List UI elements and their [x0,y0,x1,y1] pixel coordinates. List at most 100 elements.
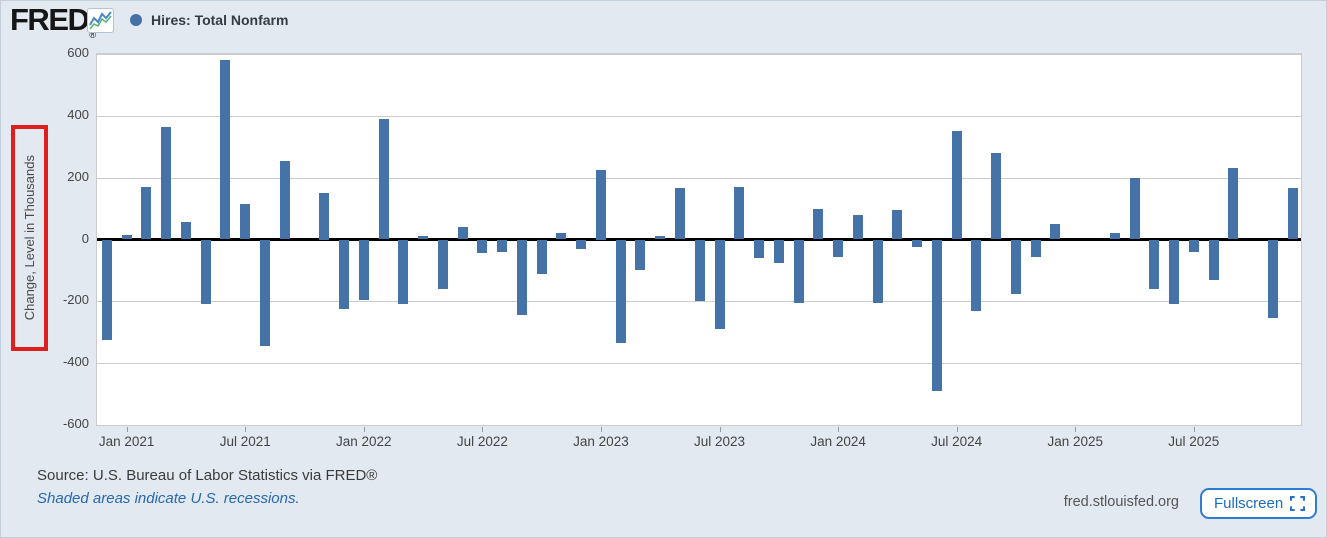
bar[interactable] [141,187,151,240]
x-tick-mark [127,427,128,432]
bar[interactable] [477,240,487,254]
x-tick-label: Jul 2022 [442,434,522,449]
bar[interactable] [220,60,230,239]
bar[interactable] [655,236,665,239]
bar[interactable] [319,193,329,239]
bar[interactable] [991,153,1001,240]
bar[interactable] [853,215,863,240]
bar[interactable] [833,240,843,257]
bar[interactable] [438,240,448,289]
bar[interactable] [1149,240,1159,289]
bar[interactable] [1288,188,1298,239]
bar[interactable] [774,240,784,263]
bar[interactable] [497,240,507,252]
bar[interactable] [181,222,191,239]
bar[interactable] [892,210,902,239]
x-tick-mark [1075,427,1076,432]
bar[interactable] [1130,178,1140,240]
y-tick-label: -600 [47,416,89,432]
x-tick-label: Jul 2023 [680,434,760,449]
annotation-highlight-box: Change, Level in Thousands [11,125,48,351]
y-tick-label: 0 [47,231,89,247]
bar[interactable] [280,161,290,240]
x-tick-label: Jan 2025 [1035,434,1115,449]
legend: Hires: Total Nonfarm [130,12,288,28]
bar[interactable] [122,235,132,240]
bar[interactable] [576,240,586,249]
bar[interactable] [754,240,764,259]
plot-area[interactable]: Jan 2021Jul 2021Jan 2022Jul 2022Jan 2023… [96,53,1302,426]
bar[interactable] [379,119,389,240]
bar[interactable] [1268,240,1278,319]
bar[interactable] [952,131,962,239]
fullscreen-button[interactable]: Fullscreen [1200,488,1317,519]
bar[interactable] [458,227,468,239]
bar[interactable] [201,240,211,305]
gridline [97,178,1301,179]
bar[interactable] [715,240,725,330]
x-tick-label: Jul 2021 [205,434,285,449]
bar[interactable] [418,236,428,239]
bar[interactable] [734,187,744,240]
bar[interactable] [971,240,981,311]
bar[interactable] [240,204,250,240]
fullscreen-button-label: Fullscreen [1214,495,1283,512]
bar[interactable] [1209,240,1219,280]
bar[interactable] [596,170,606,240]
fullscreen-icon [1290,496,1305,511]
legend-series-label: Hires: Total Nonfarm [151,12,288,28]
bar[interactable] [932,240,942,391]
x-tick-mark [720,427,721,432]
bar[interactable] [517,240,527,316]
fred-logo-text: FRED [10,2,88,37]
y-axis-title: Change, Level in Thousands [22,155,37,320]
fred-chart-widget: FRED® Hires: Total Nonfarm 6004002000-20… [0,0,1327,538]
bar[interactable] [1228,168,1238,239]
x-tick-mark [601,427,602,432]
x-tick-mark [838,427,839,432]
bar[interactable] [1189,240,1199,252]
x-tick-mark [364,427,365,432]
x-tick-label: Jul 2024 [917,434,997,449]
sparkline-logo-icon [87,8,114,33]
bar[interactable] [873,240,883,303]
bar[interactable] [675,188,685,239]
gridline [97,363,1301,364]
bar[interactable] [359,240,369,300]
x-tick-label: Jan 2024 [798,434,878,449]
bar[interactable] [1031,240,1041,257]
bar[interactable] [102,240,112,340]
bar[interactable] [695,240,705,302]
bar[interactable] [1110,233,1120,239]
bar[interactable] [1011,240,1021,294]
gridline [97,54,1301,55]
recession-note-link[interactable]: Shaded areas indicate U.S. recessions. [37,490,300,507]
y-tick-label: -200 [47,292,89,308]
bar[interactable] [537,240,547,274]
bar[interactable] [1050,224,1060,239]
x-tick-label: Jan 2023 [561,434,641,449]
y-tick-label: -400 [47,354,89,370]
bar[interactable] [813,209,823,240]
legend-series-dot [130,14,142,26]
bar[interactable] [398,240,408,305]
bar[interactable] [161,127,171,240]
site-url-text: fred.stlouisfed.org [1039,494,1179,510]
bar[interactable] [556,233,566,239]
bar[interactable] [339,240,349,310]
bar[interactable] [616,240,626,344]
x-tick-mark [482,427,483,432]
fred-logo[interactable]: FRED® [10,3,96,40]
x-tick-label: Jul 2025 [1154,434,1234,449]
bar[interactable] [1169,240,1179,305]
x-tick-label: Jan 2021 [87,434,167,449]
bar[interactable] [260,240,270,347]
bar[interactable] [635,240,645,271]
gridline [97,425,1301,426]
x-tick-mark [245,427,246,432]
y-tick-label: 600 [47,45,89,61]
bar[interactable] [794,240,804,303]
y-tick-label: 200 [47,169,89,185]
source-text: Source: U.S. Bureau of Labor Statistics … [37,467,377,484]
bar[interactable] [912,240,922,248]
